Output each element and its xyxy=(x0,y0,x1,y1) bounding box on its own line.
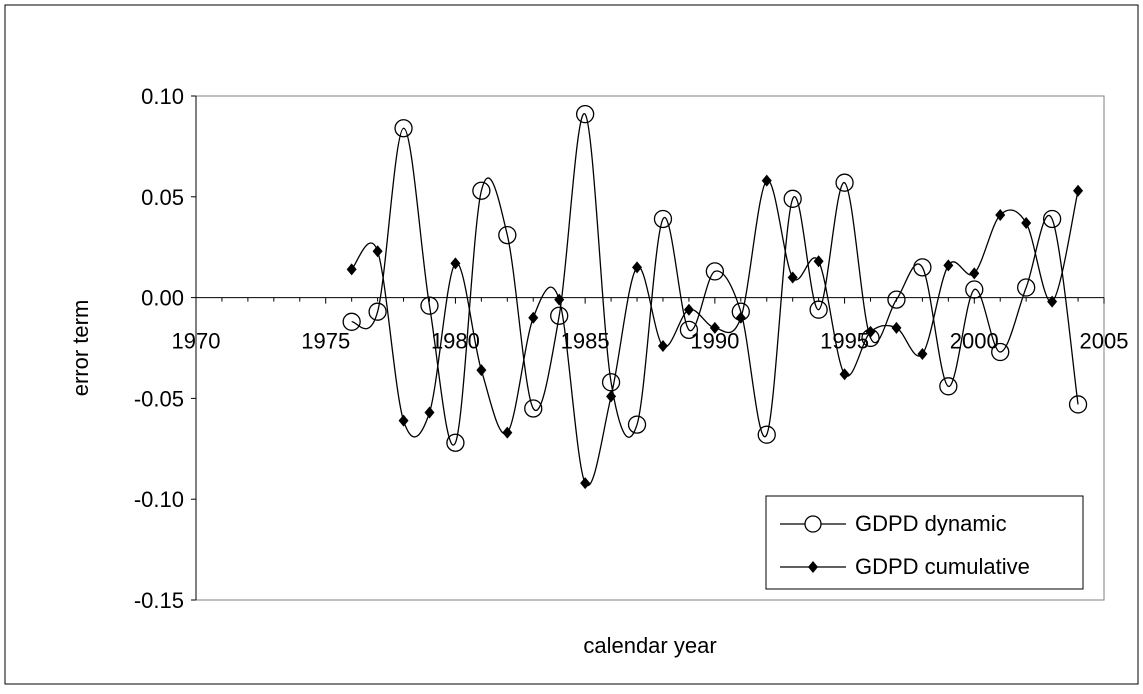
data-point-diamond xyxy=(917,348,928,361)
data-point-circle xyxy=(524,399,543,418)
x-tick-label: 2005 xyxy=(1080,329,1129,354)
data-point-circle xyxy=(575,104,595,124)
legend-label-dynamic: GDPD dynamic xyxy=(855,511,1007,536)
data-point-diamond xyxy=(450,257,461,270)
data-point-diamond xyxy=(839,368,850,381)
y-tick-label: 0.10 xyxy=(141,84,184,109)
y-tick-label: -0.10 xyxy=(134,487,184,512)
data-point-diamond xyxy=(528,311,539,324)
data-point-diamond xyxy=(1021,217,1032,230)
legend-marker-cumulative xyxy=(808,561,818,573)
data-point-diamond xyxy=(424,406,435,419)
data-point-diamond xyxy=(398,414,409,427)
data-point-circle xyxy=(1017,278,1036,297)
data-point-diamond xyxy=(606,390,617,403)
data-point-circle xyxy=(913,258,932,277)
data-point-diamond xyxy=(865,325,876,338)
data-point-circle xyxy=(368,302,387,321)
series-layer xyxy=(342,104,1088,490)
data-point-diamond xyxy=(891,321,902,334)
x-tick-label: 1975 xyxy=(301,329,350,354)
data-point-diamond xyxy=(709,321,720,334)
y-tick-label: -0.15 xyxy=(134,588,184,613)
data-point-circle xyxy=(550,306,569,325)
data-point-circle xyxy=(965,280,984,299)
data-point-diamond xyxy=(787,271,798,284)
data-point-diamond xyxy=(554,293,565,306)
series-line xyxy=(351,113,1079,446)
x-tick-label: 1980 xyxy=(431,329,480,354)
y-tick-label: 0.00 xyxy=(141,286,184,311)
data-point-diamond xyxy=(735,311,746,324)
data-point-diamond xyxy=(683,303,694,316)
legend: GDPD dynamic GDPD cumulative xyxy=(765,495,1084,590)
series-0 xyxy=(342,104,1088,452)
data-point-diamond xyxy=(761,174,772,187)
y-axis-label: error term xyxy=(68,300,93,397)
data-point-circle xyxy=(809,300,828,319)
data-point-circle xyxy=(498,225,517,245)
legend-marker-dynamic xyxy=(804,515,822,533)
axes: 0.10 0.05 0.00 -0.05 -0.10 -0.15 1970 1975 1980 1… xyxy=(134,84,1129,613)
data-point-circle xyxy=(627,415,647,434)
series-1 xyxy=(346,174,1084,490)
data-point-diamond xyxy=(995,208,1006,221)
legend-box xyxy=(765,495,1084,590)
data-point-diamond xyxy=(476,364,487,377)
data-point-diamond xyxy=(1047,295,1058,308)
data-point-diamond xyxy=(346,263,357,276)
data-point-circle xyxy=(991,342,1010,362)
data-point-circle xyxy=(705,262,725,281)
data-point-circle xyxy=(446,433,465,452)
data-point-diamond xyxy=(813,255,824,268)
data-point-circle xyxy=(394,119,413,138)
data-point-circle xyxy=(783,189,802,208)
data-point-circle xyxy=(757,425,776,444)
data-point-circle xyxy=(342,312,361,331)
data-point-diamond xyxy=(372,245,383,258)
data-point-circle xyxy=(472,181,491,200)
data-point-circle xyxy=(939,377,958,396)
y-tick-label: 0.05 xyxy=(141,185,184,210)
data-point-diamond xyxy=(943,259,954,272)
data-point-circle xyxy=(835,173,854,192)
x-tick-label: 1995 xyxy=(820,329,869,354)
x-axis-label: calendar year xyxy=(583,633,716,658)
data-point-diamond xyxy=(502,426,513,439)
data-point-diamond xyxy=(657,339,668,352)
data-point-circle xyxy=(653,209,673,229)
data-point-circle xyxy=(887,290,906,309)
data-point-diamond xyxy=(1073,184,1084,197)
legend-label-cumulative: GDPD cumulative xyxy=(855,554,1030,579)
y-tick-label: -0.05 xyxy=(134,386,184,411)
data-point-diamond xyxy=(969,267,980,280)
x-tick-label: 1985 xyxy=(561,329,610,354)
x-tick-label: 1970 xyxy=(172,329,221,354)
data-point-circle xyxy=(420,296,439,315)
data-point-diamond xyxy=(580,477,591,490)
data-point-circle xyxy=(1042,209,1062,229)
data-point-circle xyxy=(679,320,699,340)
data-point-circle xyxy=(1068,395,1088,414)
data-point-diamond xyxy=(632,261,643,274)
